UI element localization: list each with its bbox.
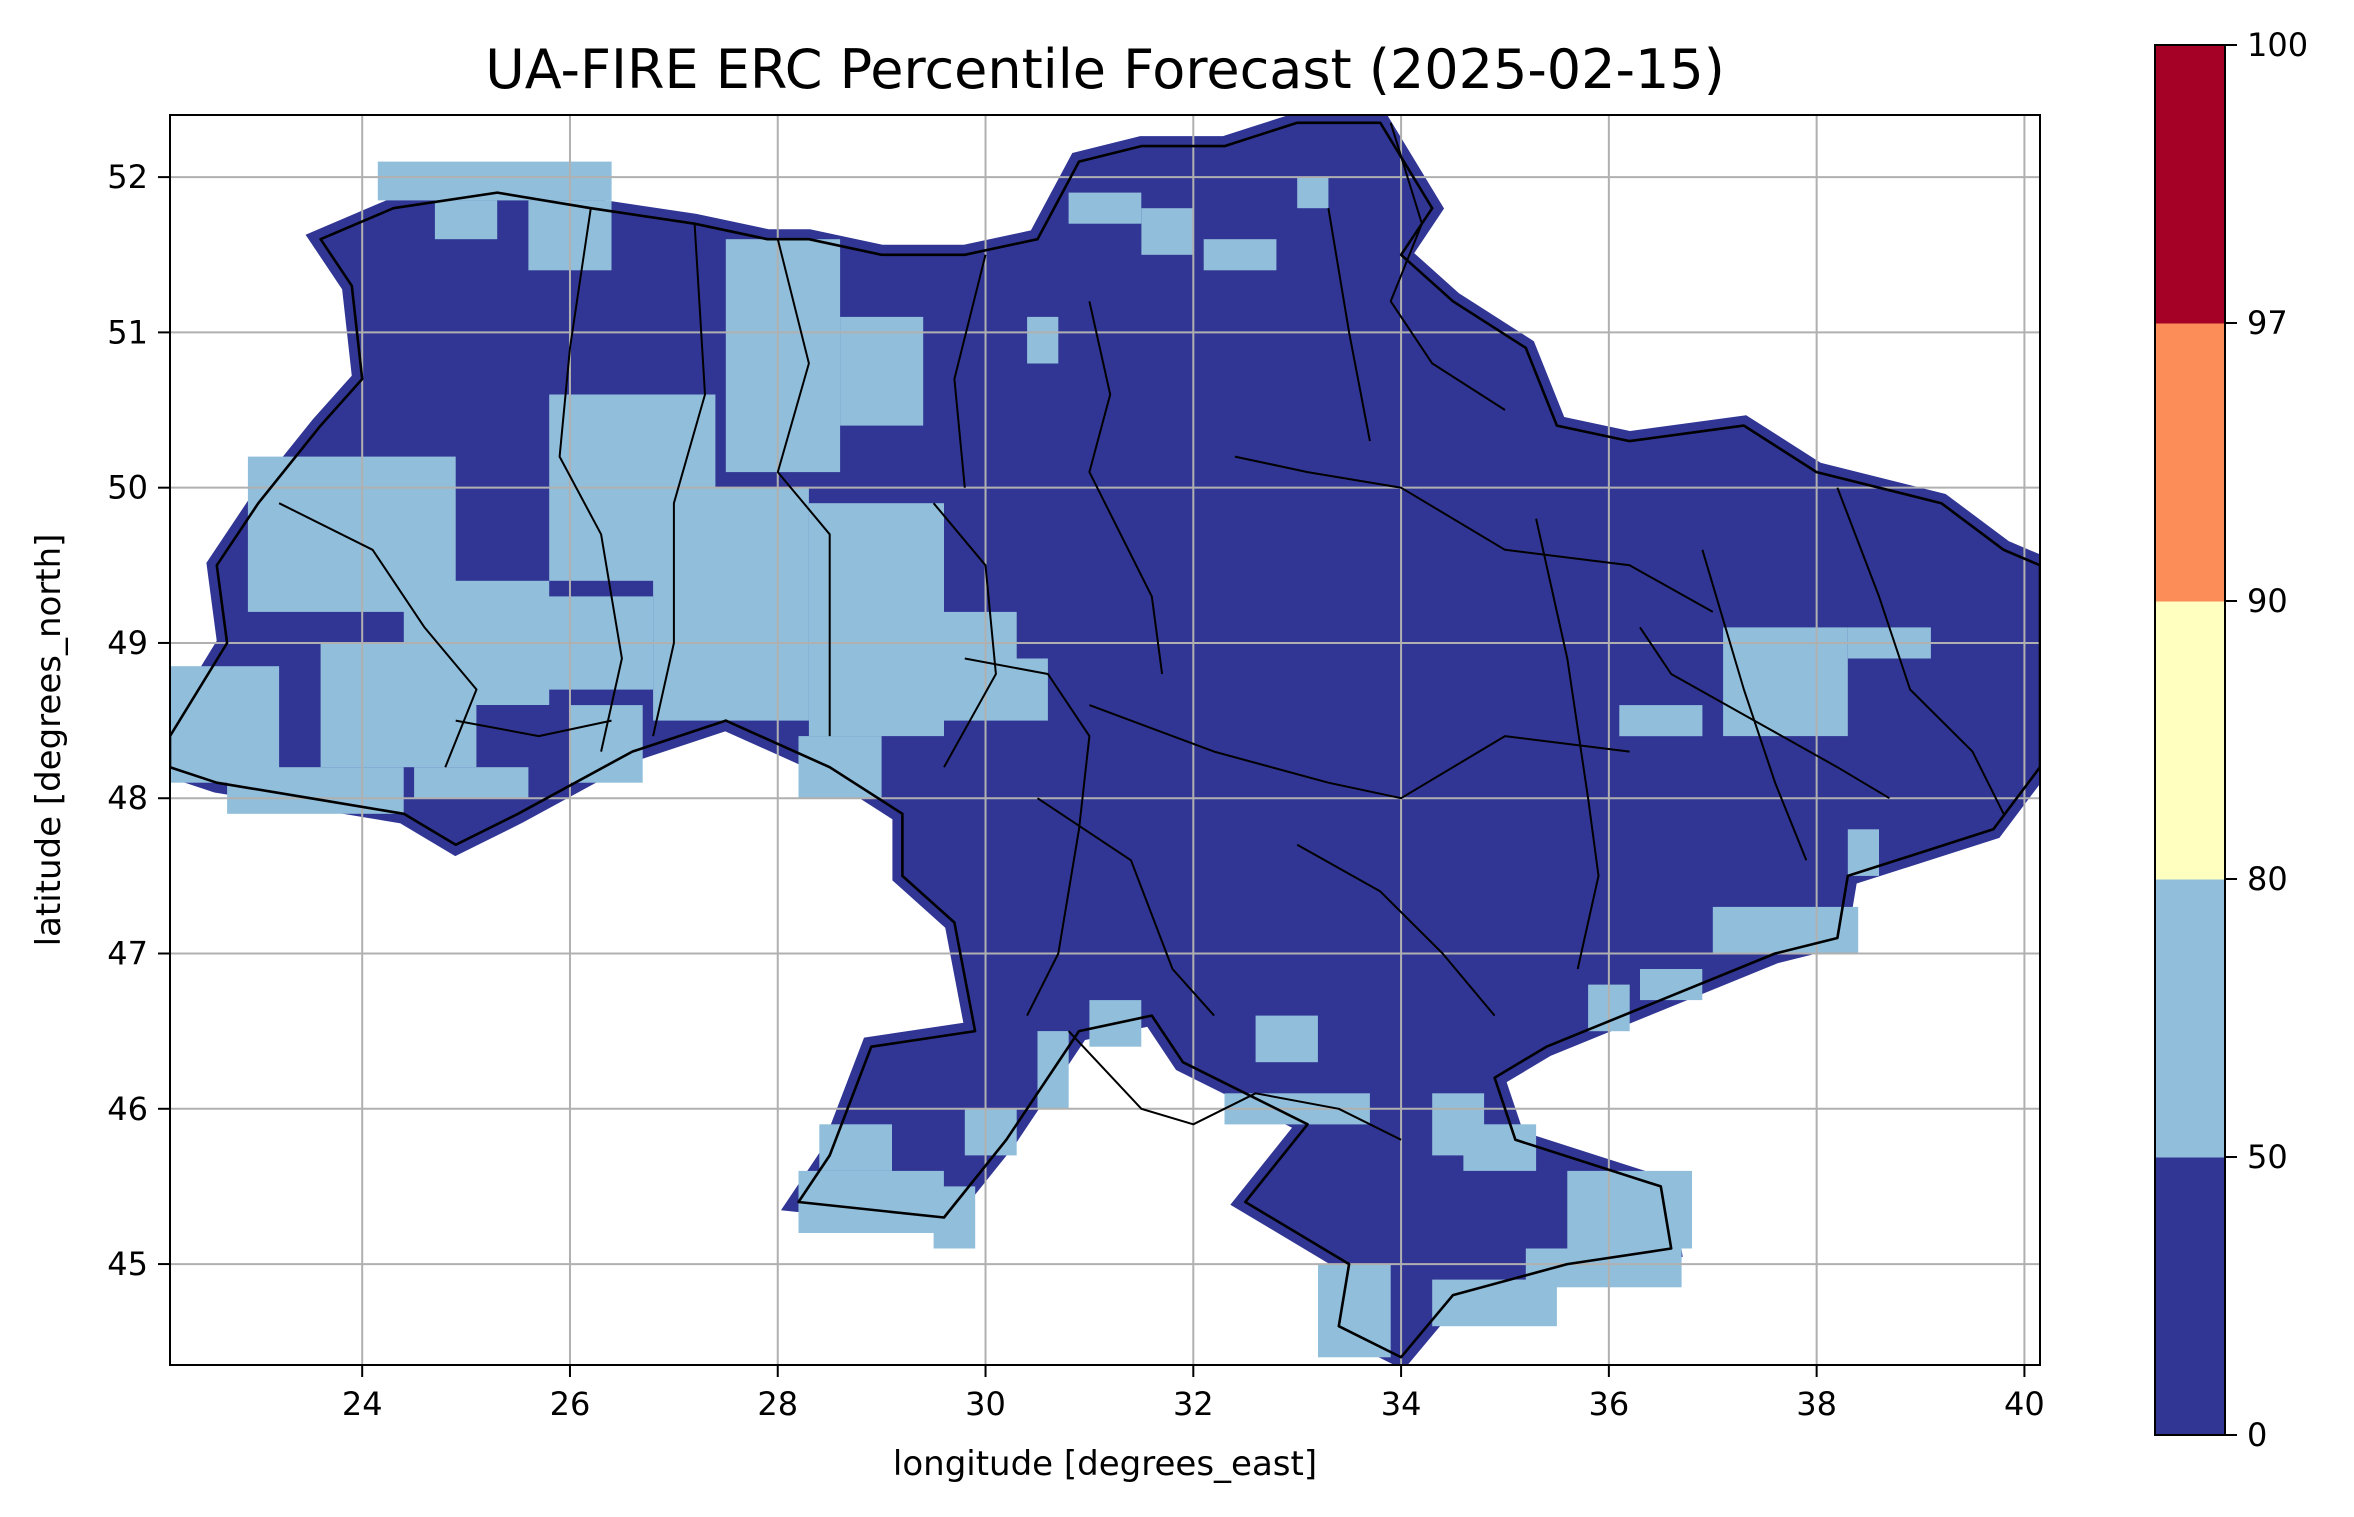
oblast-border	[1036, 797, 1215, 1017]
mid-erc-cell	[1432, 1279, 1557, 1327]
oblast-border	[1296, 843, 1496, 1017]
y-tick-label: 45	[107, 1245, 148, 1283]
oblast-border	[455, 719, 612, 738]
mid-erc-cell	[964, 1108, 1017, 1156]
oblast-border	[278, 502, 478, 768]
mid-erc-cell	[798, 1170, 944, 1233]
oblast-border	[953, 254, 987, 488]
oblast-border	[1639, 626, 1890, 800]
mid-erc-cell	[808, 503, 944, 737]
oblast-border	[1234, 455, 1714, 613]
mid-erc-cell	[377, 161, 612, 201]
colorbar-tick-label: 90	[2247, 582, 2288, 620]
oblast-border	[1088, 301, 1164, 675]
y-tick-label: 50	[107, 469, 148, 507]
y-tick-label: 48	[107, 779, 148, 817]
oblast-border	[1389, 122, 1506, 411]
oblast-border	[1327, 208, 1371, 442]
mid-erc-cell	[1068, 192, 1142, 224]
mid-erc-cell	[1318, 1264, 1391, 1358]
x-tick-label: 40	[2004, 1385, 2045, 1423]
mid-erc-cell	[1027, 316, 1059, 364]
mid-erc-cell	[1619, 705, 1703, 737]
mid-erc-cell	[725, 239, 841, 473]
mid-erc-cell	[1723, 627, 1848, 737]
mid-erc-cell	[1203, 239, 1277, 271]
colorbar	[2154, 44, 2226, 1436]
oblast-border	[1067, 1030, 1402, 1141]
x-tick-label: 24	[342, 1385, 383, 1423]
mid-erc-cell	[1297, 177, 1329, 209]
mid-erc-cell	[1255, 1015, 1318, 1063]
x-tick-label: 32	[1173, 1385, 1214, 1423]
colorbar-tick-label: 97	[2247, 304, 2288, 342]
colorbar-tick-label: 0	[2247, 1416, 2267, 1454]
mid-erc-cell	[570, 705, 643, 783]
y-tick-label: 52	[107, 158, 148, 196]
colorbar-segment	[2155, 323, 2225, 602]
oblast-border	[964, 657, 1091, 1017]
y-tick-label: 49	[107, 624, 148, 662]
y-tick-label: 51	[107, 313, 148, 351]
x-axis-ticks: 24 26 28 30 32 34 36 38 40	[342, 1365, 2045, 1423]
mid-erc-cell	[819, 1124, 892, 1171]
mid-erc-cell	[798, 736, 882, 799]
x-tick-label: 34	[1381, 1385, 1422, 1423]
colorbar-tick-label: 50	[2247, 1138, 2288, 1176]
y-axis-label: latitude [degrees_north]	[29, 534, 69, 947]
country-borders	[170, 121, 2040, 1359]
mid-erc-cell	[1567, 1170, 1692, 1249]
mid-erc-cell	[227, 767, 404, 814]
oblast-border	[558, 208, 623, 752]
oblast-border	[1535, 518, 1600, 970]
y-tick-label: 46	[107, 1090, 148, 1128]
mid-erc-cell	[170, 666, 280, 783]
axes-frame	[169, 114, 2041, 1366]
ukraine-outline	[170, 121, 2040, 1359]
y-axis-ticks: 45 46 47 48 49 50 51 52	[107, 158, 170, 1283]
colorbar-segment	[2155, 45, 2225, 324]
colorbar-tick-label: 100	[2247, 26, 2308, 64]
gridlines	[170, 115, 2040, 1365]
colorbar-frame	[2154, 44, 2226, 1436]
mid-erc-cell	[1463, 1124, 1537, 1171]
oblast-border	[1089, 704, 1630, 800]
colorbar-segment	[2155, 601, 2225, 880]
mid-erc-cell	[434, 200, 498, 240]
mid-erc-cell	[840, 316, 924, 426]
erc-cells	[170, 115, 2040, 1365]
oblast-border	[652, 223, 706, 737]
x-tick-label: 28	[757, 1385, 798, 1423]
oblast-border	[1836, 487, 2005, 815]
mid-erc-cell	[1847, 829, 1879, 876]
x-axis-label: longitude [degrees_east]	[893, 1444, 1317, 1484]
y-tick-label: 47	[107, 935, 148, 973]
mid-erc-cell	[414, 767, 529, 799]
oblast-border	[776, 238, 831, 737]
colorbar-ticks: 0 50 80 90 97 100	[2225, 26, 2308, 1454]
mid-erc-cell	[1141, 208, 1194, 255]
mid-erc-cell	[1712, 906, 1859, 954]
mid-erc-cell	[653, 487, 809, 721]
map-plot-area	[170, 115, 2040, 1365]
x-tick-label: 36	[1589, 1385, 1630, 1423]
colorbar-segment	[2155, 1157, 2225, 1436]
oblast-border	[932, 502, 997, 768]
chart-title: UA-FIRE ERC Percentile Forecast (2025-02…	[485, 38, 1725, 101]
x-tick-label: 38	[1796, 1385, 1837, 1423]
x-tick-label: 26	[550, 1385, 591, 1423]
x-tick-label: 30	[965, 1385, 1006, 1423]
colorbar-segment	[2155, 879, 2225, 1158]
colorbar-tick-label: 80	[2247, 860, 2288, 898]
oblast-border	[1701, 549, 1808, 861]
